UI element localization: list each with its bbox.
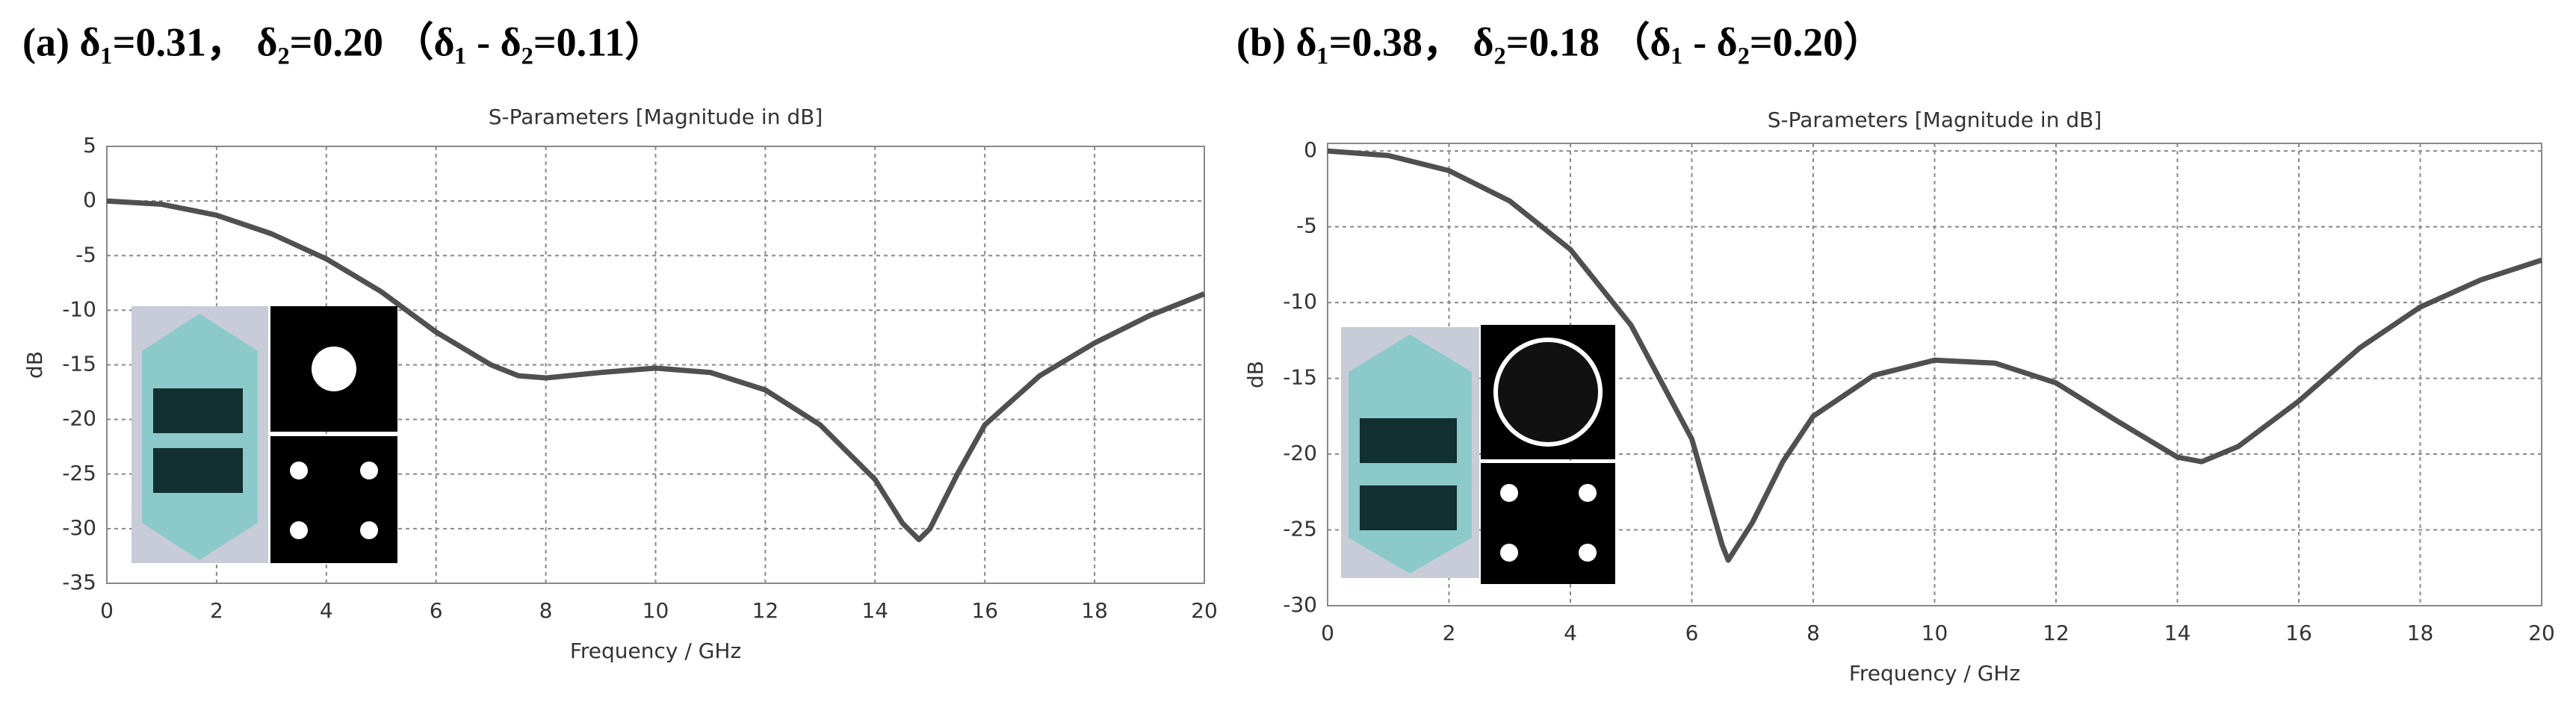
y-tick-label: -25 — [1283, 517, 1317, 541]
y-tick-label: -25 — [62, 461, 96, 485]
x-tick-label: 8 — [1806, 621, 1820, 645]
x-tick-label: 0 — [1321, 621, 1334, 645]
x-tick-label: 8 — [539, 598, 553, 623]
y-tick-label: -15 — [62, 352, 96, 376]
x-axis-label: Frequency / GHz — [570, 639, 741, 663]
data-line — [106, 198, 1206, 542]
x-tick-label: 10 — [1922, 621, 1948, 645]
x-tick-label: 20 — [2528, 621, 2555, 645]
x-tick-label: 10 — [643, 598, 669, 623]
x-tick-label: 6 — [430, 598, 443, 623]
x-tick-label: 4 — [1564, 621, 1577, 645]
chart-title: S-Parameters [Magnitude in dB] — [1768, 108, 2102, 132]
panel-heading: (b) δ₁=0.38， δ₂=0.18 （δ₁ - δ₂=0.20） — [1236, 19, 1883, 64]
data-line — [1327, 148, 2543, 563]
x-tick-label: 2 — [210, 598, 223, 623]
y-tick-label: -15 — [1283, 365, 1317, 390]
y-tick-label: 0 — [1304, 137, 1317, 162]
y-tick-label: 0 — [83, 187, 96, 212]
plot-frame — [106, 146, 1205, 584]
y-tick-label: -35 — [62, 570, 96, 594]
x-tick-label: 16 — [2285, 621, 2312, 645]
panel-heading: (a) δ₁=0.31， δ₂=0.20 （δ₁ - δ₂=0.11） — [22, 19, 665, 64]
x-tick-label: 6 — [1685, 621, 1699, 645]
y-tick-label: 5 — [83, 133, 96, 158]
x-tick-label: 20 — [1191, 598, 1218, 623]
x-tick-label: 14 — [2164, 621, 2191, 645]
y-tick-label: -30 — [62, 515, 96, 540]
x-tick-label: 0 — [100, 598, 114, 623]
y-tick-label: -10 — [62, 296, 96, 321]
x-tick-label: 18 — [2407, 621, 2434, 645]
y-tick-label: -5 — [1296, 214, 1317, 238]
x-tick-label: 14 — [861, 598, 888, 623]
y-tick-label: -30 — [1283, 592, 1317, 617]
inset-a — [131, 306, 397, 563]
y-axis-label: dB — [1243, 361, 1268, 388]
chart: (a) δ₁=0.31， δ₂=0.20 （δ₁ - δ₂=0.11） S-Par… — [22, 19, 1218, 663]
x-tick-label: 4 — [320, 598, 333, 623]
x-axis-label: Frequency / GHz — [1849, 661, 2020, 686]
x-tick-label: 12 — [752, 598, 779, 623]
x-tick-label: 16 — [971, 598, 998, 623]
x-tick-label: 18 — [1081, 598, 1108, 623]
chart-title: S-Parameters [Magnitude in dB] — [489, 105, 823, 129]
plot-frame — [1327, 143, 2542, 606]
y-tick-label: -5 — [75, 242, 96, 267]
chart: (b) δ₁=0.38， δ₂=0.18 （δ₁ - δ₂=0.20） S-Par… — [1236, 19, 2555, 686]
y-tick-label: -20 — [62, 406, 96, 431]
x-tick-label: 12 — [2043, 621, 2069, 645]
y-axis-label: dB — [22, 351, 47, 379]
x-tick-label: 2 — [1443, 621, 1456, 645]
inset-b — [1341, 325, 1615, 584]
y-tick-label: -10 — [1283, 289, 1317, 314]
y-tick-label: -20 — [1283, 441, 1317, 465]
